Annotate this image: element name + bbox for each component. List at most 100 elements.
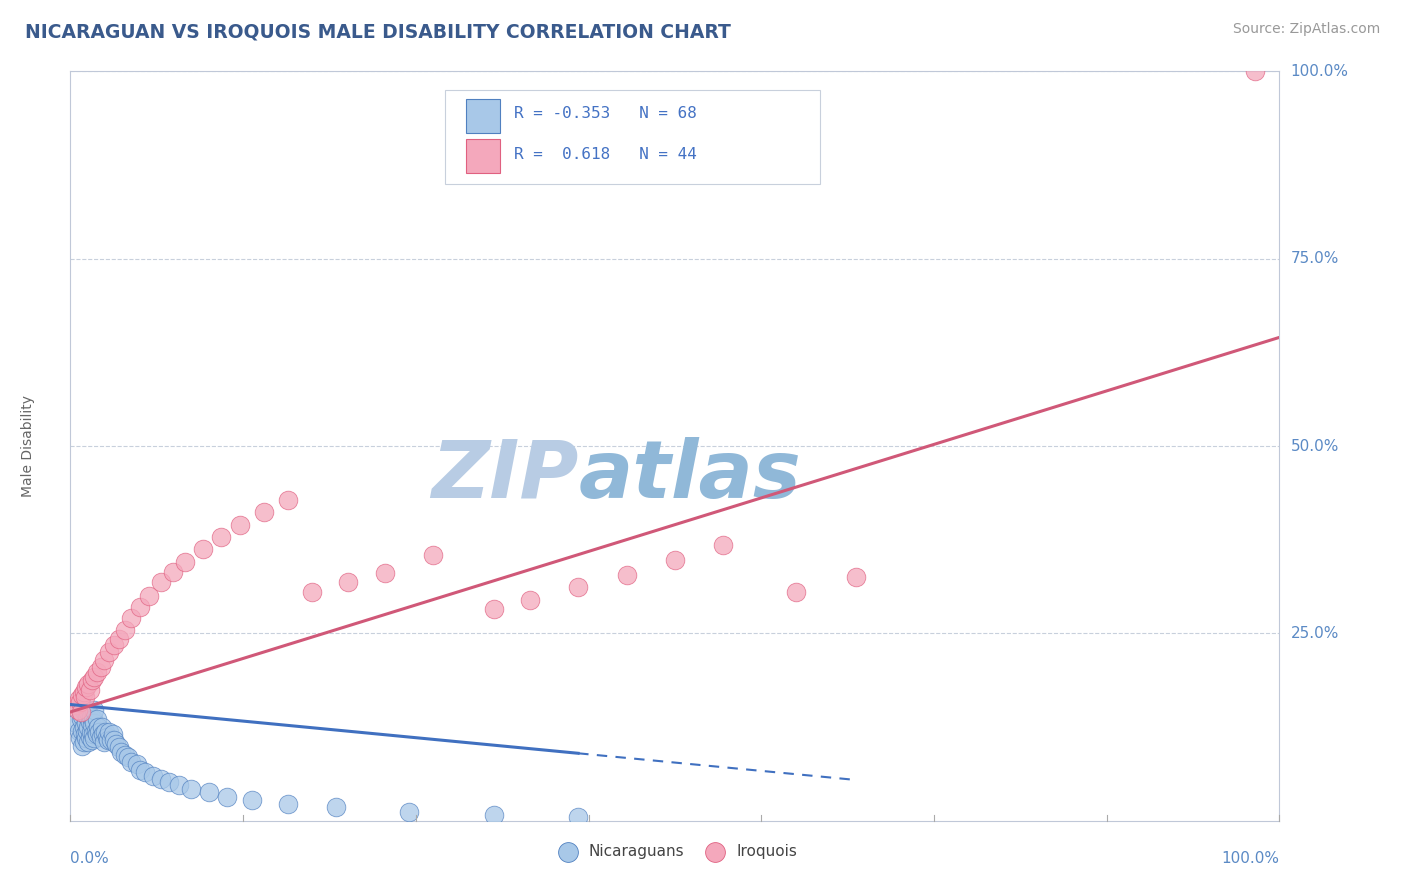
Point	[65, 698, 87, 712]
Point	[79, 714, 101, 729]
Point	[76, 723, 98, 738]
Point	[76, 708, 98, 723]
Point	[93, 735, 115, 749]
Point	[87, 720, 110, 734]
Point	[77, 677, 100, 691]
Point	[72, 723, 94, 738]
Point	[482, 602, 505, 616]
Point	[277, 492, 299, 507]
Point	[89, 725, 111, 739]
Point	[120, 755, 142, 769]
Legend: Nicaraguans, Iroquois: Nicaraguans, Iroquois	[546, 838, 804, 865]
Point	[180, 782, 202, 797]
Point	[80, 732, 103, 747]
Point	[103, 732, 125, 747]
Point	[337, 575, 360, 590]
Point	[110, 745, 132, 759]
Text: 0.0%: 0.0%	[70, 851, 110, 865]
Point	[845, 570, 868, 584]
Point	[75, 731, 97, 746]
Point	[100, 732, 122, 747]
Point	[72, 735, 94, 749]
Text: 25.0%: 25.0%	[1291, 626, 1339, 640]
Point	[90, 720, 112, 734]
Text: NICARAGUAN VS IROQUOIS MALE DISABILITY CORRELATION CHART: NICARAGUAN VS IROQUOIS MALE DISABILITY C…	[25, 22, 731, 41]
Point	[150, 575, 172, 590]
Point	[664, 553, 686, 567]
Point	[77, 735, 100, 749]
Point	[67, 723, 90, 738]
Point	[785, 585, 807, 599]
Point	[117, 750, 139, 764]
Text: Male Disability: Male Disability	[21, 395, 35, 497]
Point	[86, 713, 108, 727]
Point	[1244, 64, 1267, 78]
Point	[398, 805, 420, 819]
Point	[325, 800, 347, 814]
Point	[120, 611, 142, 625]
Point	[253, 505, 276, 519]
Point	[83, 716, 105, 731]
Point	[72, 685, 94, 699]
Point	[114, 747, 136, 762]
Point	[90, 660, 111, 674]
Point	[228, 517, 250, 532]
Point	[134, 764, 156, 779]
Text: 75.0%: 75.0%	[1291, 252, 1339, 266]
Text: atlas: atlas	[578, 437, 801, 515]
Point	[79, 730, 101, 744]
Point	[86, 665, 108, 680]
Point	[114, 623, 136, 637]
Point	[138, 589, 160, 603]
Point	[159, 774, 181, 789]
Point	[107, 740, 129, 755]
Point	[72, 708, 94, 723]
Point	[567, 810, 589, 824]
Point	[174, 555, 197, 569]
Text: R = -0.353   N = 68: R = -0.353 N = 68	[515, 106, 697, 121]
Point	[98, 645, 121, 659]
Point	[73, 690, 96, 704]
Point	[67, 692, 90, 706]
Point	[72, 698, 94, 712]
Point	[103, 638, 125, 652]
Point	[422, 548, 444, 562]
Point	[66, 703, 89, 717]
Point	[105, 737, 128, 751]
Point	[69, 695, 91, 709]
Point	[65, 716, 87, 731]
Point	[101, 727, 124, 741]
Point	[84, 723, 107, 738]
Text: 100.0%: 100.0%	[1291, 64, 1348, 78]
FancyBboxPatch shape	[446, 90, 820, 184]
Point	[150, 772, 172, 787]
Point	[82, 727, 104, 741]
Point	[616, 567, 638, 582]
Text: Source: ZipAtlas.com: Source: ZipAtlas.com	[1233, 22, 1381, 37]
Point	[167, 778, 190, 792]
Point	[98, 725, 121, 739]
Point	[82, 713, 104, 727]
Point	[125, 757, 148, 772]
Point	[72, 688, 94, 702]
Point	[198, 785, 221, 799]
Point	[96, 730, 118, 744]
Point	[217, 789, 239, 804]
Point	[711, 538, 734, 552]
Point	[91, 727, 114, 741]
Point	[80, 710, 103, 724]
Point	[75, 716, 97, 731]
Point	[73, 727, 96, 741]
Point	[519, 592, 541, 607]
Point	[80, 717, 103, 731]
Point	[482, 807, 505, 822]
Point	[70, 705, 93, 719]
Point	[75, 680, 97, 694]
Point	[193, 542, 215, 557]
Point	[94, 725, 117, 739]
Point	[211, 530, 233, 544]
Point	[86, 727, 108, 741]
Point	[162, 565, 184, 579]
Point	[301, 585, 323, 599]
Point	[70, 713, 93, 727]
